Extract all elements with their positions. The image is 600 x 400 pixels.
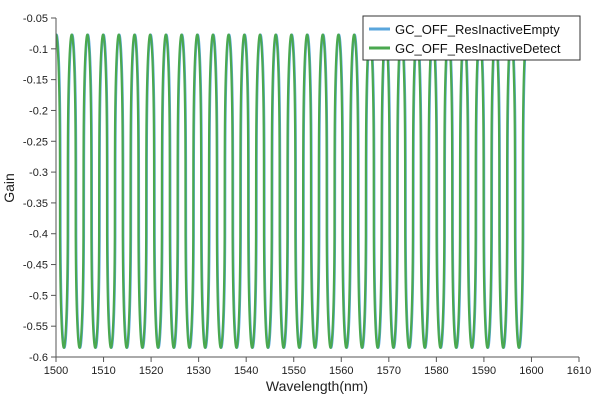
x-tick-label: 1500	[44, 365, 68, 377]
x-tick-label: 1520	[139, 365, 163, 377]
y-tick-label: -0.4	[29, 229, 48, 241]
y-tick-label: -0.3	[29, 167, 48, 179]
legend-label-1: GC_OFF_ResInactiveEmpty	[395, 22, 560, 37]
x-axis-title: Wavelength(nm)	[266, 378, 368, 394]
y-tick-label: -0.55	[23, 321, 48, 333]
y-tick-label: -0.1	[29, 44, 48, 56]
x-tick-label: 1510	[91, 365, 115, 377]
x-tick-label: 1580	[424, 365, 448, 377]
x-tick-label: 1610	[567, 365, 591, 377]
y-tick-label: -0.5	[29, 290, 48, 302]
y-axis-title: Gain	[1, 173, 17, 203]
series-line-2	[56, 33, 528, 349]
series-line-1	[56, 33, 528, 349]
x-tick-label: 1530	[186, 365, 210, 377]
x-tick-label: 1540	[234, 365, 258, 377]
legend: GC_OFF_ResInactiveEmpty GC_OFF_ResInactiv…	[362, 15, 581, 61]
x-tick-label: 1570	[377, 365, 401, 377]
x-tick-label: 1560	[329, 365, 353, 377]
y-tick-label: -0.6	[29, 352, 48, 364]
x-tick-label: 1590	[472, 365, 496, 377]
axes-layer: 1500 1510 1520 1530 1540 1550 1560 1570 1580 1590…	[23, 13, 591, 377]
legend-box	[362, 15, 581, 61]
y-tick-label: -0.05	[23, 13, 48, 25]
y-tick-label: -0.45	[23, 260, 48, 272]
x-tick-label: 1600	[519, 365, 543, 377]
y-tick-label: -0.15	[23, 75, 48, 87]
legend-label-2: GC_OFF_ResInactiveDetect	[395, 41, 561, 56]
y-tick-label: -0.35	[23, 198, 48, 210]
y-tick-label: -0.25	[23, 136, 48, 148]
x-tick-label: 1550	[281, 365, 305, 377]
series-layer	[56, 33, 528, 349]
y-tick-label: -0.2	[29, 105, 48, 117]
